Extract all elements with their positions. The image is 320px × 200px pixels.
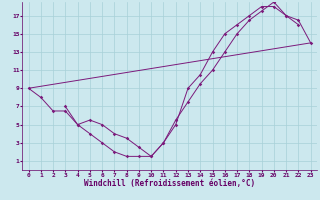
X-axis label: Windchill (Refroidissement éolien,°C): Windchill (Refroidissement éolien,°C): [84, 179, 255, 188]
